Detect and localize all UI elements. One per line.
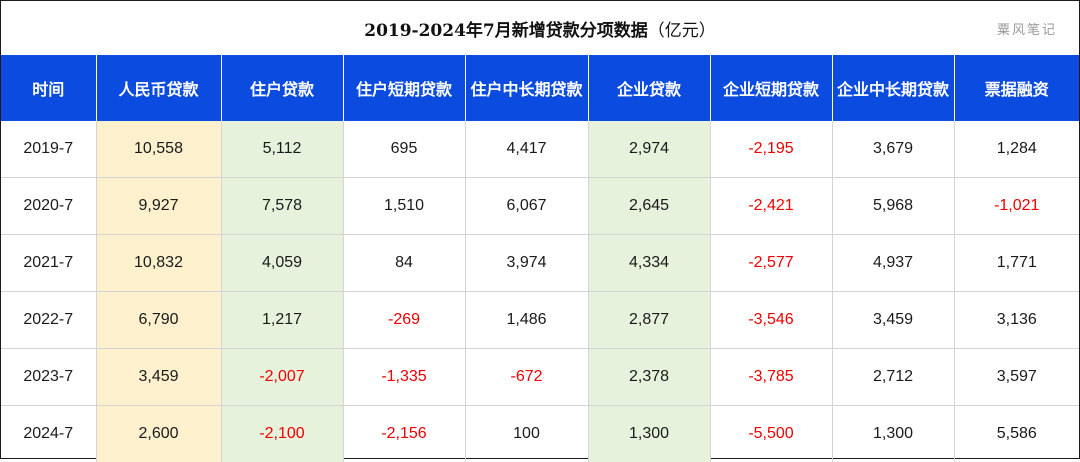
row-label-cell: 2023-7 — [1, 349, 96, 406]
value-cell: -1,021 — [954, 178, 1079, 235]
value-cell: 1,771 — [954, 235, 1079, 292]
value-cell: 84 — [343, 235, 465, 292]
value-cell: 5,586 — [954, 406, 1079, 462]
value-cell: 3,597 — [954, 349, 1079, 406]
value-cell: 4,417 — [465, 121, 588, 178]
column-header: 票据融资 — [954, 55, 1079, 121]
title-main: 2019-2024年7月新增贷款分项数据 — [364, 21, 648, 41]
column-header: 时间 — [1, 55, 96, 121]
value-cell: 2,974 — [588, 121, 710, 178]
value-cell: -2,195 — [710, 121, 832, 178]
title-bar: 2019-2024年7月新增贷款分项数据（亿元） 粟风笔记 — [1, 1, 1079, 55]
value-cell: 5,968 — [832, 178, 954, 235]
value-cell: 100 — [465, 406, 588, 462]
value-cell: 2,600 — [96, 406, 221, 462]
value-cell: 9,927 — [96, 178, 221, 235]
column-header: 企业中长期贷款 — [832, 55, 954, 121]
watermark-logo: 粟风笔记 — [997, 19, 1057, 38]
column-header: 住户中长期贷款 — [465, 55, 588, 121]
row-label-cell: 2021-7 — [1, 235, 96, 292]
value-cell: -672 — [465, 349, 588, 406]
value-cell: -1,335 — [343, 349, 465, 406]
value-cell: 10,558 — [96, 121, 221, 178]
column-header: 住户贷款 — [221, 55, 343, 121]
value-cell: 2,645 — [588, 178, 710, 235]
value-cell: 4,059 — [221, 235, 343, 292]
value-cell: 2,712 — [832, 349, 954, 406]
title-unit: （亿元） — [648, 21, 716, 41]
value-cell: 1,300 — [588, 406, 710, 462]
value-cell: -3,546 — [710, 292, 832, 349]
value-cell: 3,459 — [96, 349, 221, 406]
value-cell: 1,284 — [954, 121, 1079, 178]
value-cell: 695 — [343, 121, 465, 178]
value-cell: -2,007 — [221, 349, 343, 406]
value-cell: 5,112 — [221, 121, 343, 178]
value-cell: 3,974 — [465, 235, 588, 292]
value-cell: -5,500 — [710, 406, 832, 462]
table-header-row: 时间人民币贷款住户贷款住户短期贷款住户中长期贷款企业贷款企业短期贷款企业中长期贷… — [1, 55, 1079, 121]
value-cell: 4,937 — [832, 235, 954, 292]
value-cell: 1,486 — [465, 292, 588, 349]
value-cell: -2,421 — [710, 178, 832, 235]
value-cell: -3,785 — [710, 349, 832, 406]
value-cell: 1,217 — [221, 292, 343, 349]
value-cell: 1,300 — [832, 406, 954, 462]
value-cell: -2,156 — [343, 406, 465, 462]
value-cell: 3,679 — [832, 121, 954, 178]
row-label-cell: 2019-7 — [1, 121, 96, 178]
row-label-cell: 2020-7 — [1, 178, 96, 235]
value-cell: 10,832 — [96, 235, 221, 292]
column-header: 企业贷款 — [588, 55, 710, 121]
column-header: 企业短期贷款 — [710, 55, 832, 121]
loan-data-table: 时间人民币贷款住户贷款住户短期贷款住户中长期贷款企业贷款企业短期贷款企业中长期贷… — [1, 55, 1079, 462]
value-cell: 1,510 — [343, 178, 465, 235]
value-cell: 7,578 — [221, 178, 343, 235]
value-cell: -269 — [343, 292, 465, 349]
value-cell: 3,136 — [954, 292, 1079, 349]
value-cell: -2,100 — [221, 406, 343, 462]
value-cell: -2,577 — [710, 235, 832, 292]
value-cell: 6,067 — [465, 178, 588, 235]
column-header: 住户短期贷款 — [343, 55, 465, 121]
value-cell: 2,378 — [588, 349, 710, 406]
value-cell: 6,790 — [96, 292, 221, 349]
column-header: 人民币贷款 — [96, 55, 221, 121]
value-cell: 3,459 — [832, 292, 954, 349]
row-label-cell: 2022-7 — [1, 292, 96, 349]
value-cell: 2,877 — [588, 292, 710, 349]
table-title: 2019-2024年7月新增贷款分项数据（亿元） — [1, 16, 1079, 41]
row-label-cell: 2024-7 — [1, 406, 96, 462]
value-cell: 4,334 — [588, 235, 710, 292]
